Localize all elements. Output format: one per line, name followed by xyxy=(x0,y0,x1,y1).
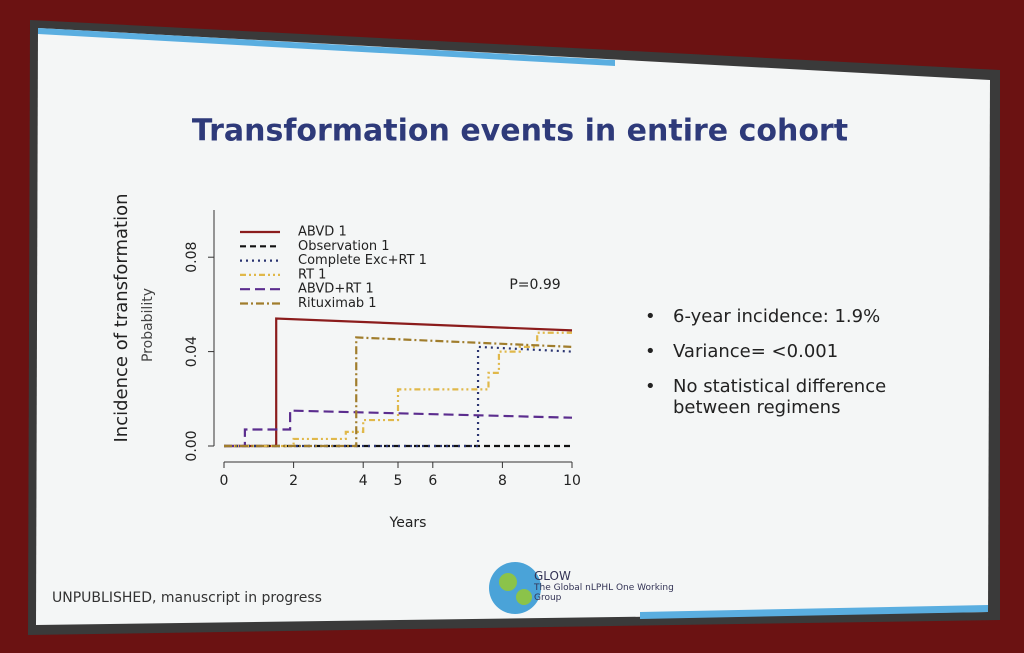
slide-accent xyxy=(640,605,988,619)
slide-title: Transformation events in entire cohort xyxy=(192,114,848,149)
footer: UNPUBLISHED, manuscript in progress xyxy=(52,590,322,606)
legend-label: Complete Exc+RT 1 xyxy=(298,253,427,268)
logo-text: GLOW The Global nLPHL One Working Group xyxy=(534,569,674,603)
y-label: Incidence of transformation xyxy=(111,193,132,442)
x-tick-label: 5 xyxy=(394,473,403,489)
annotation: P=0.99 xyxy=(509,277,560,293)
x-tick-label: 0 xyxy=(220,473,229,489)
x-tick-label: 4 xyxy=(359,473,368,489)
series-line xyxy=(224,345,573,448)
legend-label: ABVD+RT 1 xyxy=(298,282,374,297)
legend-label: Observation 1 xyxy=(298,239,390,254)
x-label: Years xyxy=(389,515,427,531)
legend-label: Rituximab 1 xyxy=(298,296,377,311)
x-tick-label: 6 xyxy=(428,473,437,489)
slide xyxy=(36,28,990,625)
legend-label: ABVD 1 xyxy=(298,225,347,240)
series-line xyxy=(224,331,572,448)
legend-label: RT 1 xyxy=(298,267,326,282)
y-tick-label: 0.00 xyxy=(184,430,200,461)
x-tick-label: 10 xyxy=(563,473,581,489)
logo-name: GLOW xyxy=(534,569,571,583)
slide-accent xyxy=(38,28,615,66)
y-sublabel: Probability xyxy=(140,288,156,362)
x-tick-label: 8 xyxy=(498,473,507,489)
bullet: No statistical difference between regime… xyxy=(645,376,933,418)
series-line xyxy=(224,317,573,448)
bullet: Variance= <0.001 xyxy=(645,341,933,362)
bullet: 6-year incidence: 1.9% xyxy=(645,306,933,327)
series-line xyxy=(224,336,573,448)
y-tick-label: 0.04 xyxy=(184,336,200,367)
logo-globe xyxy=(516,589,532,605)
logo-globe xyxy=(499,573,517,591)
logo-subtitle: The Global nLPHL One Working Group xyxy=(534,583,674,603)
y-tick-label: 0.08 xyxy=(184,242,200,273)
x-tick-label: 2 xyxy=(289,473,298,489)
